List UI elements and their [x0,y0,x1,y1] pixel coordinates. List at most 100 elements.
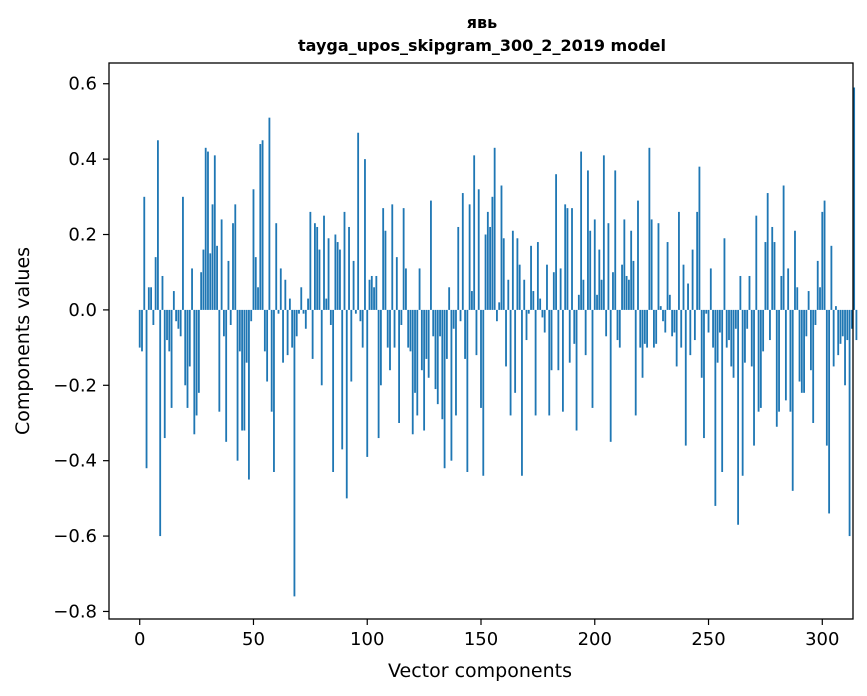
bar-41 [232,223,234,310]
bar-77 [314,223,316,310]
bar-62 [279,268,282,310]
bar-106 [379,309,382,386]
bar-285 [787,268,790,310]
bar-267 [746,309,749,329]
bar-58 [270,309,273,412]
bar-229 [659,306,662,310]
bar-287 [791,309,794,491]
bar-99 [364,159,366,310]
bar-73 [304,309,307,329]
bar-228 [657,223,660,310]
y-tick-label: −0.2 [53,375,97,396]
bar-296 [812,309,815,423]
bar-112 [393,309,396,348]
bar-124 [420,309,423,371]
bar-57 [268,117,271,310]
bar-39 [227,260,230,310]
bar-130 [434,309,437,390]
bar-66 [288,298,291,310]
bar-235 [673,309,676,333]
bar-168 [521,309,523,476]
bar-32 [211,204,214,310]
bar-64 [284,279,287,310]
bar-199 [591,309,594,408]
bar-179 [546,264,548,310]
bar-56 [266,309,269,382]
bar-245 [696,211,699,310]
bar-91 [345,309,348,499]
bar-269 [750,309,753,367]
bar-259 [728,309,730,341]
bar-42 [234,204,237,310]
bar-97 [359,309,362,322]
bar-105 [377,309,380,439]
bar-172 [530,245,532,310]
bar-307 [837,309,840,356]
bar-198 [589,230,592,310]
bar-84 [329,309,332,325]
bar-210 [616,309,619,341]
bar-274 [762,309,765,352]
chart-subtitle: tayga_upos_skipgram_300_2_2019 model [298,36,666,55]
bar-273 [759,309,762,408]
bar-196 [584,309,587,356]
bar-215 [627,279,630,310]
bar-22 [188,309,191,367]
bar-178 [543,309,546,333]
bar-140 [457,226,460,310]
bar-224 [648,147,651,310]
bar-44 [238,309,241,352]
bar-92 [348,226,350,310]
bar-137 [450,309,453,461]
bar-301 [823,200,826,310]
bar-72 [302,309,305,314]
bar-251 [709,268,712,310]
bar-43 [236,309,239,461]
bar-135 [445,309,448,359]
bar-295 [810,309,812,371]
x-tick-label: 50 [242,629,265,650]
bars-group [138,87,858,597]
bar-47 [245,309,248,363]
bar-292 [803,309,805,393]
bar-171 [527,309,530,314]
bar-7 [154,257,157,310]
bar-118 [407,309,410,348]
bar-74 [307,298,309,310]
bar-242 [689,309,692,356]
bar-310 [844,309,846,386]
bar-186 [562,309,564,412]
bar-82 [325,298,328,310]
bar-116 [402,208,405,310]
bar-249 [705,309,708,314]
bar-150 [480,309,482,408]
bar-40 [229,309,232,325]
bar-238 [680,309,683,348]
bar-49 [250,309,253,322]
bar-156 [493,147,496,310]
bar-61 [277,309,280,314]
bar-243 [691,249,694,310]
bar-197 [587,170,589,310]
bar-122 [416,309,419,416]
bar-68 [293,309,296,597]
bar-281 [778,309,780,412]
bar-1 [141,309,143,352]
bar-87 [336,242,339,310]
bar-181 [550,309,553,371]
bar-152 [484,234,487,310]
bar-299 [819,287,821,310]
bar-314 [853,87,856,310]
bar-85 [332,309,335,472]
bar-153 [486,211,489,310]
bar-59 [273,309,275,472]
bar-260 [730,309,733,367]
bar-19 [182,196,184,310]
bar-11 [163,309,166,439]
bar-183 [555,174,557,310]
bar-236 [675,309,678,367]
y-tick-label: 0.2 [68,225,97,246]
bar-297 [814,309,817,325]
bar-13 [168,309,171,352]
bar-16 [175,309,178,322]
